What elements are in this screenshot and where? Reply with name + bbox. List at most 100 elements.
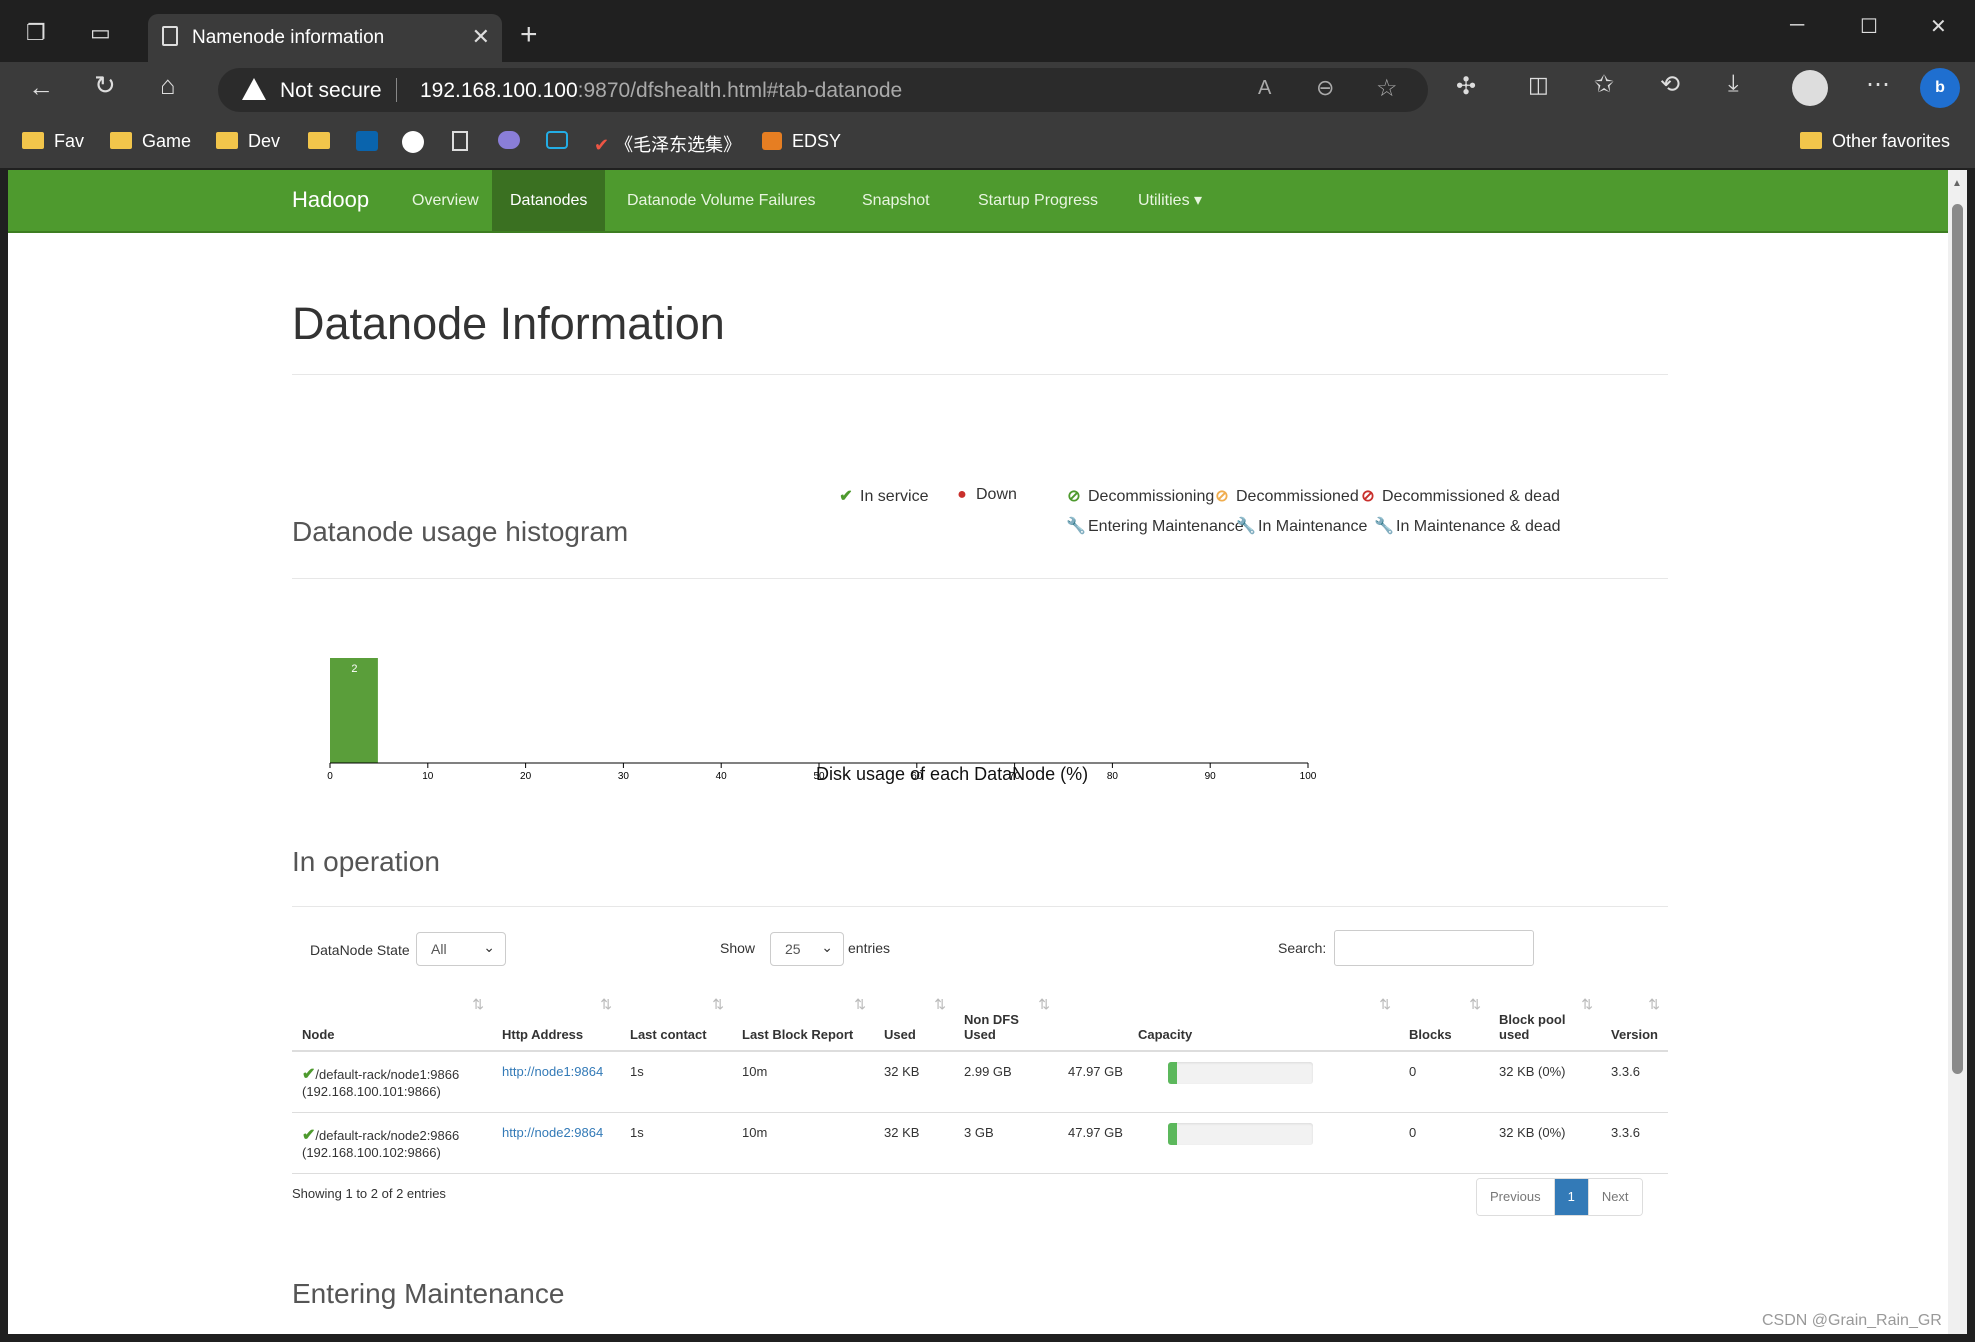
col-http[interactable]: Http Address ⇅ [492,988,620,1052]
workspaces-icon[interactable]: ❐ [26,20,46,45]
col-pool-used[interactable]: Block pool used ⇅ [1489,988,1602,1052]
favorite-book[interactable]: ✔ 《毛泽东选集》 [594,135,742,155]
folder-icon [1800,132,1822,149]
folder-icon [308,132,330,149]
http-link[interactable]: http://node1:9864 [502,1064,604,1079]
favorite-dev[interactable]: Dev [216,131,280,152]
favorites-bar: Fav Game Dev ✔ 《毛泽东选集》 EDSY Other favorit… [0,118,1975,168]
favorite-edsy[interactable]: EDSY [762,131,841,152]
nav-overview[interactable]: Overview [412,192,479,209]
chevron-down-icon: ⌄ [483,939,495,955]
col-version[interactable]: Version ⇅ [1601,988,1668,1052]
entering-maintenance-heading: Entering Maintenance [292,1278,565,1309]
search-input[interactable] [1334,930,1534,966]
page-title: Datanode Information [292,298,725,349]
more-icon[interactable]: ⋯ [1866,71,1890,98]
address-bar[interactable]: Not secure 192.168.100.100:9870/dfshealt… [218,68,1428,112]
nav-snapshot[interactable]: Snapshot [862,192,930,209]
table-row: ✔/default-rack/node2:9866 (192.168.100.10… [292,1112,1668,1174]
used-cell: 32 KB [874,1051,954,1113]
col-node[interactable]: Node ⇅ [292,988,492,1052]
favorites-icon[interactable]: ✩ [1594,71,1615,98]
download-icon[interactable]: ⤓ [1728,70,1739,97]
legend-label: In Maintenance [1258,518,1368,535]
sort-icon: ⇅ [854,996,866,1012]
non-dfs-cell: 2.99 GB [954,1051,1058,1113]
col-capacity[interactable]: Capacity ⇅ [1058,988,1400,1052]
refresh-icon[interactable]: ↻ [94,70,116,100]
operation-heading: In operation [292,846,440,877]
bilibili-icon[interactable] [546,131,568,149]
history-icon[interactable]: ⟲ [1660,71,1681,98]
address-bar-row: ← ↻ ⌂ Not secure 192.168.100.100:9870/df… [0,62,1975,118]
legend-item: ⊘ Decommissioned [1214,486,1358,506]
security-label[interactable]: Not secure [280,79,382,102]
split-screen-icon[interactable]: ◫ [1528,72,1549,97]
brand[interactable]: Hadoop [292,187,370,212]
col-used[interactable]: Used ⇅ [874,988,954,1052]
http-link[interactable]: http://node2:9864 [502,1125,604,1140]
nav-volume-failures[interactable]: Datanode Volume Failures [627,192,816,209]
last-contact-cell: 1s [620,1112,732,1174]
url-host: 192.168.100.100 [420,79,578,102]
next-button[interactable]: Next [1588,1179,1642,1215]
nav-startup-progress[interactable]: Startup Progress [978,192,1099,209]
tab-actions-icon[interactable]: ▭ [90,20,111,45]
other-favorites[interactable]: Other favorites [1800,131,1950,152]
page-1-button[interactable]: 1 [1554,1179,1589,1215]
legend-item: ⊘ Decommissioned & dead [1360,486,1560,506]
http-cell: http://node2:9864 [492,1112,620,1174]
wrench-icon: 🔧 [1236,518,1256,535]
legend-item: ✔ In service [838,486,928,506]
page-icon[interactable] [452,131,468,151]
scrollbar-thumb[interactable] [1952,204,1963,1074]
avatar[interactable] [1792,70,1828,106]
col-last-contact[interactable]: Last contact ⇅ [620,988,732,1052]
col-non-dfs[interactable]: Non DFS Used ⇅ [954,988,1058,1052]
legend-label: Decommissioned & dead [1382,488,1560,505]
ban-icon: ⊘ [1067,488,1081,505]
read-aloud-icon[interactable]: A [1258,77,1272,99]
favorite-game[interactable]: Game [110,131,191,152]
watermark: CSDN @Grain_Rain_GR [1762,1312,1942,1329]
capacity-bar-cell [1158,1112,1400,1174]
nav-datanodes[interactable]: Datanodes [492,170,606,231]
wrench-icon: 🔧 [1374,518,1394,535]
close-tab-icon[interactable]: ✕ [471,24,490,49]
extensions-icon[interactable]: ✣ [1456,73,1477,100]
favorite-folder[interactable] [308,131,340,152]
new-tab-icon[interactable]: + [520,18,538,51]
scroll-up-icon[interactable]: ▲ [1952,178,1962,189]
outlook-icon[interactable] [356,131,378,151]
tab-bar: ❐ ▭ Namenode information ✕ + ─ ☐ ✕ [0,0,1975,70]
back-icon[interactable]: ← [28,72,54,102]
col-last-block[interactable]: Last Block Report ⇅ [732,988,874,1052]
browser-tab[interactable]: Namenode information ✕ [148,14,502,62]
minimize-icon[interactable]: ─ [1790,14,1805,36]
check-icon: ✔ [594,135,610,155]
scrollbar[interactable]: ▲ [1948,170,1967,1334]
copilot-icon[interactable]: b [1920,68,1960,108]
page-icon [162,26,178,46]
window-close-icon[interactable]: ✕ [1930,16,1947,38]
legend-item: 🔧 In Maintenance & dead [1374,516,1561,536]
favorite-fav[interactable]: Fav [22,131,84,152]
home-icon[interactable]: ⌂ [160,70,176,100]
histogram-bar [330,658,378,763]
maximize-icon[interactable]: ☐ [1860,16,1878,38]
ban-icon: ⊘ [1361,488,1375,505]
showing-info: Showing 1 to 2 of 2 entries [292,1186,446,1201]
zoom-icon[interactable]: ⊖ [1316,75,1335,100]
url-text[interactable]: 192.168.100.100:9870/dfshealth.html#tab-… [420,79,902,103]
capacity-bar-cell [1158,1051,1400,1113]
github-icon[interactable] [402,131,424,153]
col-blocks[interactable]: Blocks ⇅ [1399,988,1490,1052]
nav-utilities[interactable]: Utilities ▾ [1138,192,1203,209]
state-select[interactable]: All ⌄ [416,932,506,966]
histogram-tick-label: 30 [618,771,630,782]
previous-button[interactable]: Previous [1477,1179,1555,1215]
planet-icon[interactable] [498,131,520,149]
favorite-star-icon[interactable]: ☆ [1376,75,1398,102]
entries-select[interactable]: 25 ⌄ [770,932,844,966]
check-icon: ✔ [302,1127,316,1144]
